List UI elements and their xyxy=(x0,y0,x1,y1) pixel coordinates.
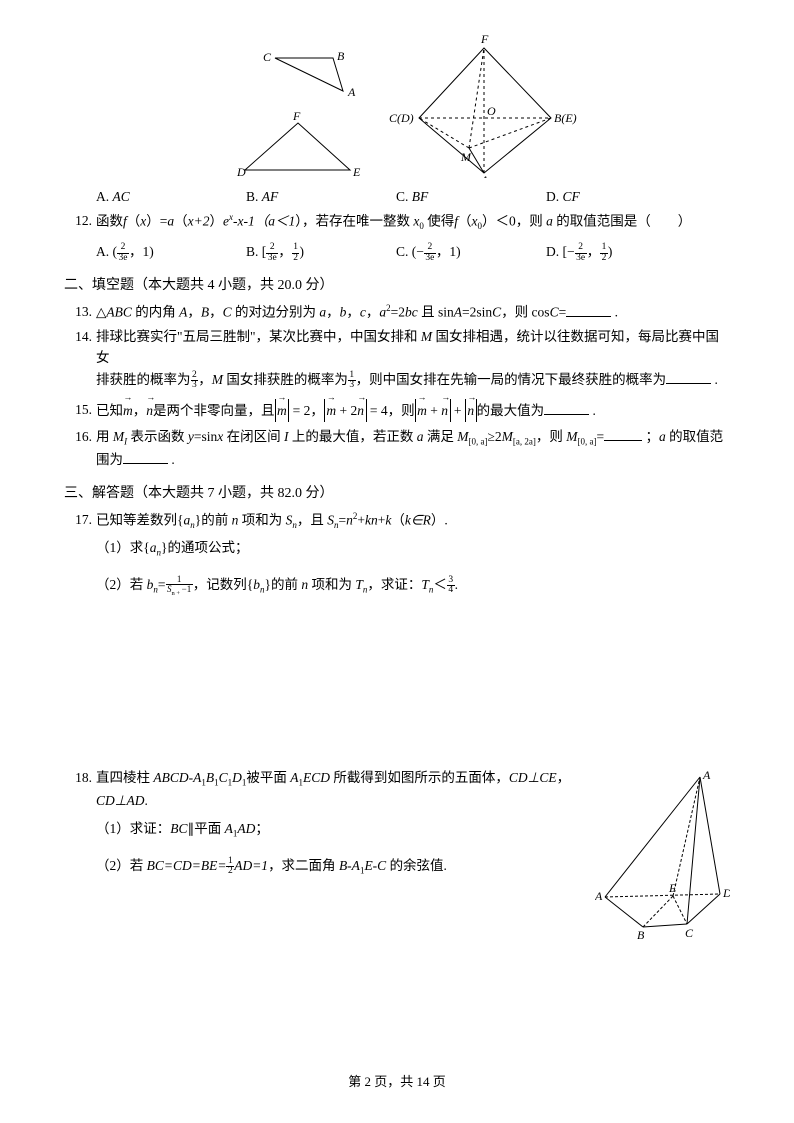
q18-figure: A B C D E A xyxy=(595,767,730,942)
svg-text:F: F xyxy=(480,32,489,46)
q18: 18. A B C xyxy=(64,767,730,949)
svg-text:B: B xyxy=(337,49,345,63)
q12-choices: A. (23e，1) B. [23e，12) C. (−23e，1) D. [−… xyxy=(64,241,730,263)
svg-text:E: E xyxy=(352,165,361,178)
svg-text:C(D): C(D) xyxy=(389,111,414,125)
svg-text:A: A xyxy=(347,85,356,99)
svg-text:D: D xyxy=(236,165,246,178)
svg-text:E: E xyxy=(668,881,677,895)
svg-text:C: C xyxy=(685,926,694,940)
q16: 16. 用 MI 表示函数 y=sinx 在闭区间 I 上的最大值，若正数 a … xyxy=(64,426,730,471)
section-2-title: 二、填空题（本大题共 4 小题，共 20.0 分） xyxy=(64,275,730,297)
q14: 14. 排球比赛实行"五局三胜制"，某次比赛中，中国女排和 M 国女排相遇，统计… xyxy=(64,326,730,391)
page-footer: 第 2 页，共 14 页 xyxy=(0,1072,794,1093)
svg-text:B(E): B(E) xyxy=(554,111,577,125)
svg-text:A: A xyxy=(702,768,711,782)
q17: 17. 已知等差数列{an}的前 n 项和为 Sn，且 Sn=n2+kn+k（k… xyxy=(64,509,730,533)
q11-triangles: A B C D E F xyxy=(215,28,385,178)
q11-figures: A B C D E F F B(E) C(D) A M O xyxy=(64,28,730,178)
svg-text:F: F xyxy=(292,109,301,123)
section-3-title: 三、解答题（本大题共 7 小题，共 82.0 分） xyxy=(64,483,730,505)
svg-text:C: C xyxy=(263,50,272,64)
q15: 15. 已知m，n是两个非零向量，且m = 2，m + 2n = 4，则m + … xyxy=(64,399,730,423)
svg-text:M: M xyxy=(460,150,472,164)
svg-text:B: B xyxy=(637,928,645,942)
q11-choices: A. AC B. AF C. BF D. CF xyxy=(64,186,730,208)
svg-text:A: A xyxy=(595,889,603,903)
q12: 12. 函数f（x）=a（x+2）ex-x-1（a＜1），若存在唯一整数 x0 … xyxy=(64,210,730,234)
q11-tetra: F B(E) C(D) A M O xyxy=(389,28,579,178)
svg-text:O: O xyxy=(487,104,496,118)
svg-text:A: A xyxy=(480,173,489,178)
svg-text:D: D xyxy=(722,886,730,900)
q17-1: （1）求{an}的通项公式； xyxy=(64,537,730,560)
q13: 13. △ABC 的内角 A，B，C 的对边分别为 a，b，c，a2=2bc 且… xyxy=(64,301,730,323)
q17-2: （2）若 bn=1Sn + −1，记数列{bn}的前 n 项和为 Tn，求证：T… xyxy=(64,574,730,597)
